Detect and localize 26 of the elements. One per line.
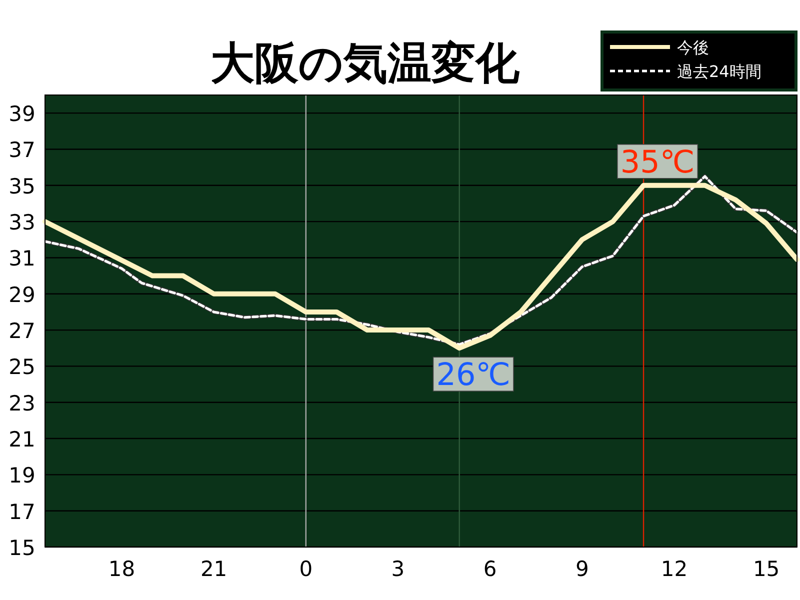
x-tick-label: 18: [108, 557, 136, 581]
legend-label: 過去24時間: [677, 62, 762, 81]
annotation: 26℃: [436, 357, 510, 394]
y-tick-label: 17: [8, 500, 36, 524]
legend-label: 今後: [677, 38, 709, 57]
y-tick-label: 21: [8, 428, 36, 452]
x-tick-label: 21: [200, 557, 228, 581]
x-tick-label: 6: [483, 557, 497, 581]
y-tick-label: 37: [8, 138, 36, 162]
y-tick-label: 23: [8, 391, 36, 416]
x-tick-label: 15: [752, 557, 780, 581]
y-tick-label: 27: [8, 319, 36, 344]
x-tick-label: 3: [391, 557, 405, 581]
y-tick-label: 19: [8, 464, 36, 488]
y-tick-label: 33: [8, 210, 36, 235]
x-tick-label: 12: [660, 557, 688, 581]
chart-title: 大阪の気温変化: [210, 38, 520, 89]
y-tick-label: 35: [8, 174, 36, 198]
y-tick-label: 39: [8, 102, 36, 126]
y-tick-label: 15: [8, 536, 36, 560]
y-tick-label: 29: [8, 282, 36, 307]
x-tick-label: 0: [299, 557, 313, 581]
x-tick-label: 9: [575, 557, 589, 581]
annotation: 35℃: [620, 144, 695, 180]
y-tick-label: 31: [8, 246, 36, 271]
y-tick-label: 25: [8, 355, 36, 380]
